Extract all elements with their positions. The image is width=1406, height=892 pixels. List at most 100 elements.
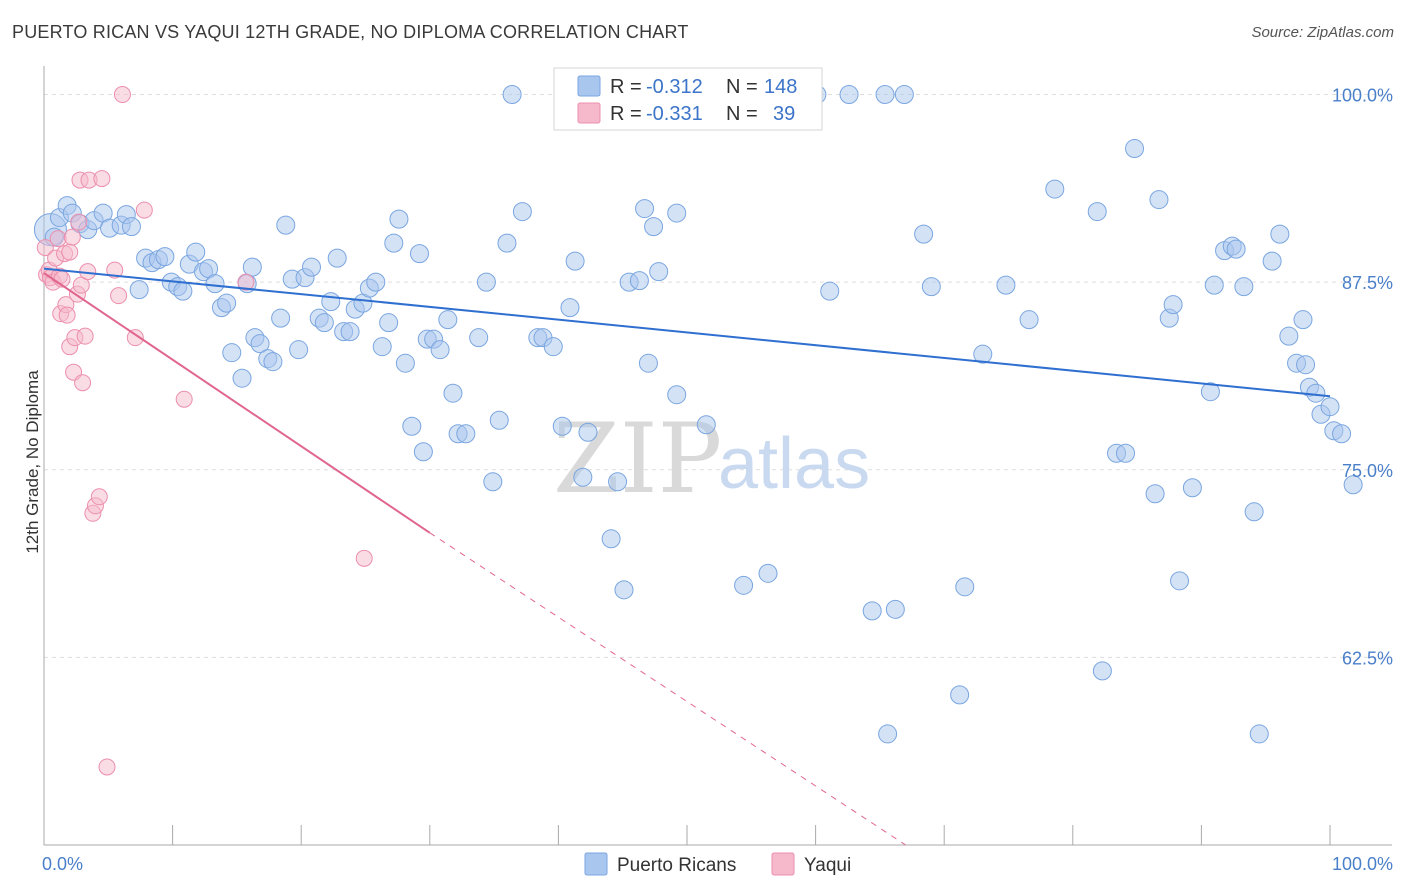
point-puerto-ricans [1234, 277, 1254, 297]
point-puerto-ricans [232, 368, 252, 388]
trend-lines [43, 267, 1331, 846]
point-puerto-ricans [1182, 478, 1202, 498]
point-puerto-ricans [1332, 424, 1352, 444]
point-puerto-ricans [862, 601, 882, 621]
point-puerto-ricans [543, 337, 563, 357]
bottom-legend-swatch-pink [771, 852, 795, 876]
point-puerto-ricans [878, 724, 898, 744]
point-yaqui [58, 306, 76, 324]
legend-r-label: R = [610, 76, 642, 98]
y-tick-label: 75.0% [1342, 461, 1393, 481]
point-puerto-ricans [410, 244, 430, 264]
point-puerto-ricans [1019, 310, 1039, 330]
point-puerto-ricans [1262, 251, 1282, 271]
point-puerto-ricans [578, 422, 598, 442]
point-puerto-ricans [502, 85, 522, 105]
point-puerto-ricans [839, 85, 859, 105]
legend-n-value: 39 [773, 103, 795, 125]
point-puerto-ricans [402, 416, 422, 436]
series-yaqui [36, 86, 373, 776]
point-yaqui [36, 239, 54, 257]
point-puerto-ricans [430, 340, 450, 360]
point-puerto-ricans [667, 203, 687, 223]
point-yaqui [49, 230, 67, 248]
point-puerto-ricans [552, 416, 572, 436]
point-puerto-ricans [1343, 475, 1363, 495]
point-puerto-ricans [121, 217, 141, 237]
point-puerto-ricans [950, 685, 970, 705]
point-puerto-ricans [696, 415, 716, 435]
legend-swatch-pink [577, 102, 601, 124]
point-puerto-ricans [1116, 443, 1136, 463]
y-axis-label: 12th Grade, No Diploma [23, 370, 42, 554]
trend-line-yaqui [43, 272, 431, 534]
legend-n-value: 148 [764, 76, 797, 98]
point-yaqui [175, 390, 193, 408]
trend-line-yaqui-extension [429, 532, 906, 846]
point-puerto-ricans [614, 580, 634, 600]
point-puerto-ricans [489, 410, 509, 430]
point-puerto-ricans [340, 322, 360, 342]
source-label: Source: ZipAtlas.com [1251, 24, 1394, 41]
trend-line-puerto-ricans [43, 267, 1331, 398]
point-puerto-ricans [413, 442, 433, 462]
point-puerto-ricans [443, 383, 463, 403]
chart-title: PUERTO RICAN VS YAQUI 12TH GRADE, NO DIP… [12, 22, 689, 42]
point-yaqui [61, 243, 79, 261]
bottom-legend-yaqui: Yaqui [804, 855, 851, 876]
point-puerto-ricans [1125, 139, 1145, 159]
point-puerto-ricans [476, 272, 496, 292]
point-puerto-ricans [250, 334, 270, 354]
y-tick-labels: 62.5% 75.0% 87.5% 100.0% [1332, 86, 1393, 669]
point-puerto-ricans [1296, 355, 1316, 375]
y-tick-label: 87.5% [1342, 273, 1393, 293]
point-puerto-ricans [955, 577, 975, 597]
point-puerto-ricans [601, 529, 621, 549]
point-puerto-ricans [1279, 326, 1299, 346]
y-tick-label: 100.0% [1332, 86, 1393, 106]
point-puerto-ricans [1200, 382, 1220, 402]
point-yaqui [63, 228, 81, 246]
point-puerto-ricans [885, 599, 905, 619]
axes [43, 66, 1392, 846]
point-puerto-ricans [222, 343, 242, 363]
point-puerto-ricans [205, 274, 225, 294]
point-puerto-ricans [1244, 502, 1264, 522]
legend-r-label: R = [610, 103, 642, 125]
grid [44, 94, 1390, 658]
x-tick-label: 0.0% [42, 854, 83, 874]
legend-r-value: -0.331 [646, 103, 703, 125]
bottom-legend-swatch-blue [584, 852, 608, 876]
point-puerto-ricans [366, 272, 386, 292]
bottom-legend: Puerto Ricans Yaqui [584, 852, 851, 876]
point-puerto-ricans [1226, 239, 1246, 259]
point-puerto-ricans [384, 233, 404, 253]
point-puerto-ricans [1204, 275, 1224, 295]
point-puerto-ricans [301, 257, 321, 277]
legend: R = -0.312 N = 148 R = -0.331 N = 39 [553, 67, 823, 131]
point-puerto-ricans [1249, 724, 1269, 744]
point-puerto-ricans [1293, 310, 1313, 330]
point-yaqui [70, 213, 88, 231]
point-yaqui [106, 261, 124, 279]
point-puerto-ricans [327, 248, 347, 268]
point-puerto-ricans [565, 251, 585, 271]
point-puerto-ricans [667, 385, 687, 405]
point-puerto-ricans [560, 298, 580, 318]
point-puerto-ricans [914, 224, 934, 244]
point-puerto-ricans [395, 353, 415, 373]
point-puerto-ricans [1087, 202, 1107, 222]
point-puerto-ricans [635, 199, 655, 219]
point-yaqui [126, 329, 144, 347]
legend-swatch-blue [577, 75, 601, 97]
point-puerto-ricans [438, 310, 458, 330]
point-yaqui [74, 374, 92, 392]
bottom-legend-puerto-ricans: Puerto Ricans [617, 855, 736, 876]
point-puerto-ricans [389, 209, 409, 229]
point-puerto-ricans [186, 242, 206, 262]
point-puerto-ricans [921, 277, 941, 297]
point-puerto-ricans [276, 215, 296, 235]
point-puerto-ricans [483, 472, 503, 492]
point-puerto-ricans [573, 467, 593, 487]
